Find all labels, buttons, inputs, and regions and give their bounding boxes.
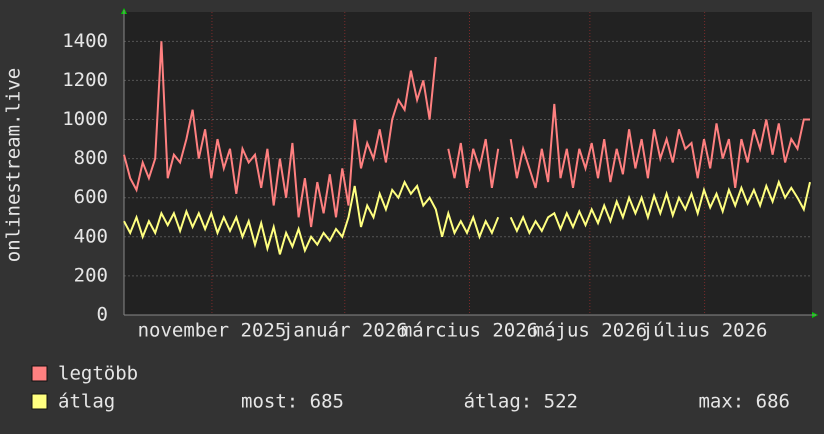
legend-stat: max: 686 [698, 391, 790, 413]
legend-label: átlag [58, 391, 115, 413]
y-tick-label: 1200 [62, 69, 108, 91]
series-line [123, 179, 811, 255]
y-tick-label: 0 [97, 304, 108, 326]
legend-stat: átlag: 522 [464, 391, 578, 413]
y-tick-label: 600 [74, 186, 108, 208]
y-tick-label: 400 [74, 225, 108, 247]
plot-area [124, 12, 812, 315]
legend-stat: most: 685 [241, 391, 344, 413]
legend-label: legtöbb [58, 363, 138, 385]
x-tick-label: július 2026 [642, 320, 768, 342]
y-axis-label: onlinestream.live [3, 68, 25, 262]
y-tick-label: 200 [74, 264, 108, 286]
y-tick-label: 1000 [62, 108, 108, 130]
legend-swatch [31, 365, 48, 382]
x-tick-label: január 2026 [282, 320, 408, 342]
x-tick-label: március 2026 [401, 320, 538, 342]
x-tick-label: május 2026 [533, 320, 647, 342]
series-line [123, 41, 810, 228]
legend-swatch [31, 393, 48, 410]
x-tick-label: november 2025 [138, 320, 287, 342]
y-tick-label: 800 [74, 147, 108, 169]
y-tick-label: 1400 [62, 30, 108, 52]
